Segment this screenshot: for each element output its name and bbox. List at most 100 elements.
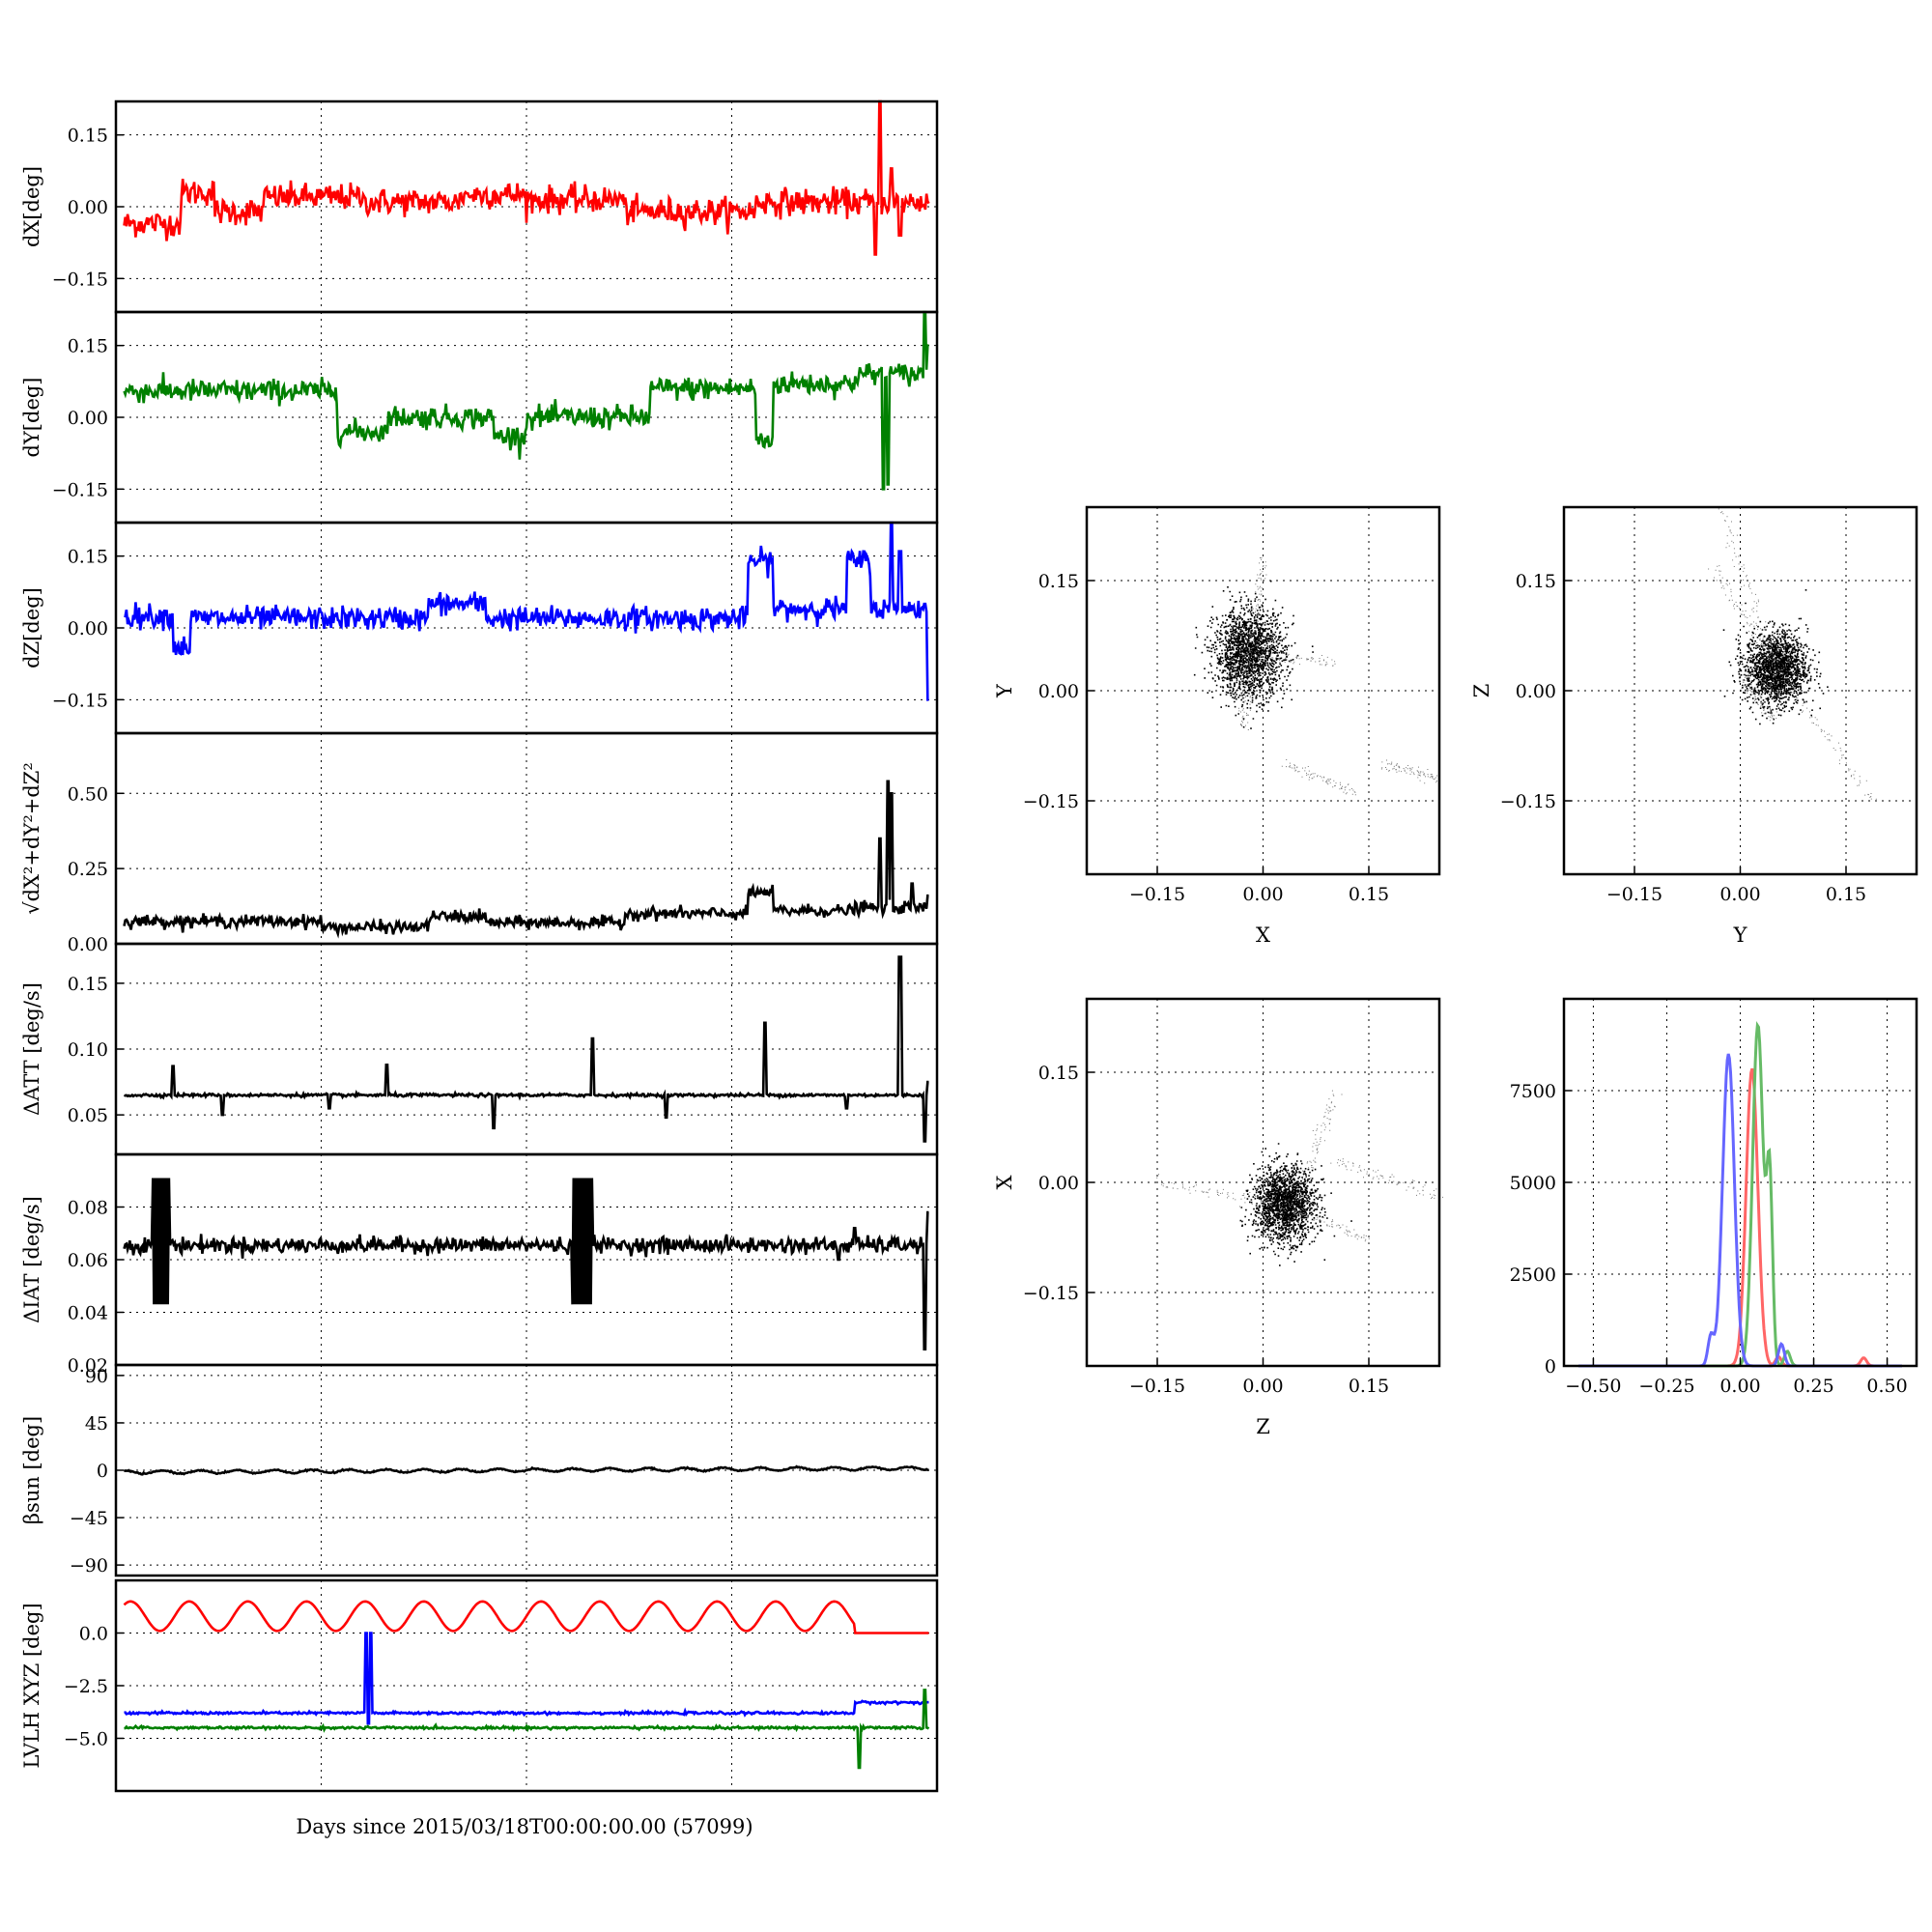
p-lvlh-ytick-label-2: 0.0: [79, 1624, 108, 1645]
h-xyz-ytick-label-0: 0: [1545, 1356, 1556, 1378]
s-yz-ytick-label-0: −0.15: [1500, 791, 1556, 812]
s-zx-xtick-label-1: 0.00: [1242, 1376, 1283, 1397]
p-beta-series-0: [123, 1464, 929, 1476]
p-diat-ytick-label-0: 0.02: [68, 1355, 108, 1377]
p-lvlh-series-2: [124, 1689, 930, 1770]
p-dy-y-axis-label: dY[deg]: [20, 377, 43, 457]
s-zx-frame: [1085, 997, 1441, 1368]
p-lvlh-ytick-label-0: −5.0: [64, 1729, 108, 1750]
h-xyz-xtick-label-1: −0.25: [1638, 1376, 1694, 1397]
p-lvlh-ytick-label-1: −2.5: [64, 1676, 108, 1697]
s-xy-trail-0: [1244, 557, 1267, 656]
p-dy-ytick-label-2: 0.15: [68, 336, 108, 357]
s-yz-ytick-label-2: 0.15: [1516, 571, 1556, 592]
p-lvlh-series-1: [124, 1632, 929, 1725]
s-xy-ytick-label-1: 0.00: [1038, 681, 1079, 702]
s-xy-trail-4: [1238, 653, 1256, 730]
h-xyz-xtick-label-0: −0.50: [1565, 1376, 1621, 1397]
s-xy-trail-1: [1243, 650, 1336, 667]
s-zx-trail-0: [1156, 1174, 1286, 1209]
p-dy-ytick-label-0: −0.15: [52, 479, 108, 500]
s-zx-xtick-label-0: −0.15: [1129, 1376, 1185, 1397]
p-beta-ytick-label-1: −45: [70, 1508, 108, 1529]
p-norm-y-axis-label: √dX²+dY²+dZ²: [20, 762, 43, 915]
s-zx-ytick-label-2: 0.15: [1038, 1063, 1079, 1084]
s-xy-ytick-label-2: 0.15: [1038, 571, 1079, 592]
h-xyz-ytick-label-3: 7500: [1510, 1081, 1556, 1102]
h-xyz-xtick-label-4: 0.50: [1866, 1376, 1907, 1397]
h-xyz-xtick-label-2: 0.00: [1719, 1376, 1760, 1397]
s-yz-xtick-label-0: −0.15: [1606, 884, 1662, 905]
main-x-axis-label: Days since 2015/03/18T00:00:00.00 (57099…: [296, 1815, 753, 1838]
s-xy-frame: [1085, 505, 1441, 876]
s-yz-trail-3: [1716, 506, 1780, 671]
p-beta-y-axis-label: βsun [deg]: [20, 1416, 43, 1524]
p-lvlh-y-axis-label: LVLH XYZ [deg]: [20, 1603, 43, 1768]
s-xy-xtick-label-0: −0.15: [1129, 884, 1185, 905]
s-yz-xtick-label-2: 0.15: [1826, 884, 1866, 905]
p-norm-series-0: [123, 780, 929, 939]
p-dz-y-axis-label: dZ[deg]: [20, 587, 43, 668]
p-diat-series-0: [123, 1178, 929, 1350]
p-dx-series-0: [123, 99, 930, 256]
p-beta-ytick-label-3: 45: [85, 1413, 108, 1435]
p-diat-ytick-label-1: 0.04: [68, 1303, 108, 1324]
s-zx-ytick-label-1: 0.00: [1038, 1173, 1079, 1194]
s-yz-xtick-label-1: 0.00: [1719, 884, 1760, 905]
p-datt-y-axis-label: ΔATT [deg/s]: [20, 982, 43, 1116]
p-dz-ytick-label-2: 0.15: [68, 547, 108, 568]
s-zx-xtick-label-2: 0.15: [1349, 1376, 1389, 1397]
p-beta-ytick-label-4: 90: [85, 1366, 108, 1387]
p-beta-frame: [114, 1363, 939, 1577]
p-dy-ytick-label-1: 0.00: [68, 408, 108, 429]
s-xy-xtick-label-1: 0.00: [1242, 884, 1283, 905]
p-diat-ytick-label-2: 0.06: [68, 1250, 108, 1271]
p-norm-ytick-label-1: 0.25: [68, 859, 108, 880]
h-xyz-ytick-label-2: 5000: [1510, 1173, 1556, 1194]
s-yz-frame: [1562, 505, 1918, 876]
s-zx-ytick-label-0: −0.15: [1023, 1283, 1079, 1304]
p-dz-ytick-label-0: −0.15: [52, 690, 108, 711]
s-zx-points: [1239, 1143, 1352, 1266]
s-xy-points: [1193, 580, 1314, 729]
p-datt-ytick-label-2: 0.15: [68, 974, 108, 995]
p-lvlh-series-0: [123, 1600, 929, 1634]
s-zx-x-axis-label: Z: [1256, 1415, 1270, 1438]
p-lvlh-frame: [114, 1578, 939, 1793]
s-zx-trail-3: [1330, 1158, 1443, 1199]
s-xy-xtick-label-2: 0.15: [1349, 884, 1389, 905]
h-xyz-ytick-label-1: 2500: [1510, 1264, 1556, 1286]
p-dx-ytick-label-2: 0.15: [68, 126, 108, 147]
s-zx-trail-2: [1302, 1090, 1343, 1184]
s-yz-trail-1: [1774, 668, 1877, 800]
p-dx-ytick-label-0: −0.15: [52, 269, 108, 290]
s-yz-trail-2: [1739, 674, 1777, 722]
s-xy-x-axis-label: X: [1256, 923, 1270, 947]
p-datt-series-0: [123, 955, 929, 1143]
p-dy-series-0: [123, 310, 929, 491]
p-diat-y-axis-label: ΔIAT [deg/s]: [20, 1196, 43, 1323]
p-dz-series-0: [124, 521, 929, 701]
h-xyz-frame: [1562, 997, 1918, 1368]
p-datt-ytick-label-1: 0.10: [68, 1039, 108, 1061]
s-zx-trail-1: [1282, 1199, 1370, 1243]
p-diat-ytick-label-3: 0.08: [68, 1198, 108, 1219]
p-datt-ytick-label-0: 0.05: [68, 1105, 108, 1126]
s-yz-trail-0: [1708, 565, 1779, 670]
s-xy-trail-3: [1380, 759, 1438, 784]
p-beta-ytick-label-0: −90: [70, 1555, 108, 1577]
p-beta-ytick-label-2: 0: [97, 1461, 108, 1482]
h-xyz-xtick-label-3: 0.25: [1793, 1376, 1833, 1397]
s-xy-ytick-label-0: −0.15: [1023, 791, 1079, 812]
s-yz-y-axis-label: Z: [1470, 684, 1493, 698]
s-xy-trail-2: [1281, 759, 1356, 796]
p-dx-y-axis-label: dX[deg]: [20, 166, 43, 247]
p-dz-ytick-label-1: 0.00: [68, 618, 108, 639]
p-dx-ytick-label-1: 0.00: [68, 197, 108, 218]
s-yz-points: [1722, 589, 1829, 725]
s-yz-x-axis-label: Y: [1733, 923, 1748, 947]
s-xy-y-axis-label: Y: [993, 683, 1016, 698]
p-norm-ytick-label-2: 0.50: [68, 783, 108, 805]
p-norm-ytick-label-0: 0.00: [68, 934, 108, 955]
